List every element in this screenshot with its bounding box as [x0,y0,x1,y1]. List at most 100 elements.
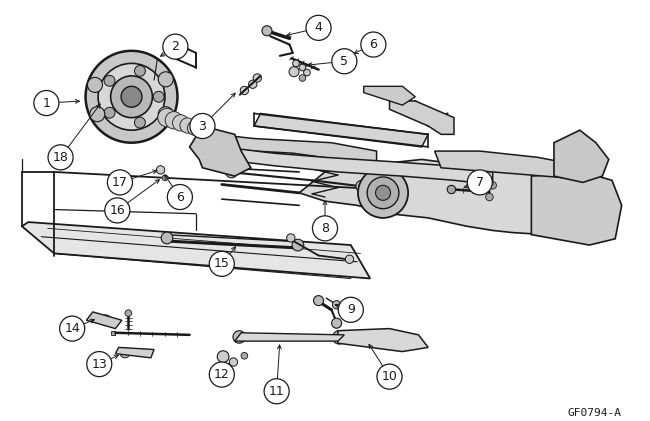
Text: 14: 14 [64,322,80,335]
Text: 3: 3 [198,120,207,133]
Circle shape [88,77,103,93]
Text: 1: 1 [42,96,50,109]
Circle shape [358,168,408,218]
Circle shape [111,76,152,117]
Circle shape [48,145,73,170]
Circle shape [100,315,111,326]
Circle shape [209,362,235,387]
Circle shape [161,232,173,244]
Circle shape [447,185,456,194]
Text: GF0794-A: GF0794-A [567,408,621,418]
Text: 11: 11 [268,385,285,398]
Circle shape [125,310,132,317]
Circle shape [180,118,195,133]
Text: 6: 6 [369,38,377,51]
Circle shape [377,364,402,389]
Circle shape [229,358,238,366]
Polygon shape [338,329,428,352]
Text: 2: 2 [172,40,179,53]
Text: 5: 5 [341,55,348,68]
Circle shape [60,316,84,341]
Circle shape [367,177,399,209]
Text: 13: 13 [92,357,107,370]
Text: 16: 16 [109,204,125,217]
Text: 18: 18 [53,151,68,164]
Text: 6: 6 [176,191,184,203]
Circle shape [292,60,299,67]
Circle shape [289,67,299,77]
Circle shape [167,184,192,210]
Polygon shape [215,134,376,164]
Circle shape [157,166,164,174]
Circle shape [105,198,130,223]
Circle shape [163,34,188,59]
Text: 12: 12 [214,368,229,381]
Circle shape [299,64,305,71]
Circle shape [158,72,174,87]
Circle shape [202,127,214,139]
Text: 8: 8 [321,222,329,235]
Polygon shape [111,330,116,335]
Text: 4: 4 [315,21,322,35]
Polygon shape [299,160,544,234]
Circle shape [313,296,324,306]
Circle shape [264,379,289,404]
Circle shape [158,107,174,122]
Circle shape [217,133,227,144]
Polygon shape [435,151,570,178]
Text: 15: 15 [214,257,229,270]
Circle shape [313,216,337,241]
Circle shape [172,115,189,131]
Circle shape [345,255,354,264]
Circle shape [153,91,164,102]
Circle shape [489,181,497,189]
Circle shape [240,86,248,95]
Polygon shape [222,147,493,184]
Circle shape [209,131,220,141]
Circle shape [376,185,391,200]
Circle shape [90,107,105,122]
Circle shape [361,32,386,57]
Circle shape [190,114,215,139]
Circle shape [262,26,272,36]
Circle shape [253,74,261,82]
Polygon shape [86,312,122,329]
Circle shape [332,301,341,309]
Text: 7: 7 [476,176,484,189]
Circle shape [248,80,257,88]
Circle shape [187,121,202,135]
Circle shape [287,234,295,242]
Circle shape [338,297,363,322]
Circle shape [332,318,342,328]
Polygon shape [254,114,428,147]
Circle shape [304,69,310,76]
Text: 9: 9 [347,303,355,316]
Polygon shape [554,130,609,182]
Circle shape [217,351,229,362]
Circle shape [209,251,235,277]
Circle shape [120,348,130,358]
Text: 17: 17 [112,176,128,189]
Circle shape [356,180,368,192]
Circle shape [165,112,183,129]
Circle shape [241,352,248,359]
Circle shape [86,51,177,143]
Circle shape [135,117,146,128]
Circle shape [121,86,142,107]
Circle shape [162,175,168,181]
Text: 10: 10 [382,370,397,383]
Circle shape [467,170,492,195]
Circle shape [195,124,208,137]
Circle shape [104,107,115,118]
Circle shape [333,330,346,344]
Polygon shape [532,172,621,245]
Circle shape [135,66,146,76]
Circle shape [332,49,357,74]
Polygon shape [190,126,251,176]
Circle shape [86,352,112,377]
Polygon shape [22,222,370,278]
Circle shape [34,91,59,116]
Polygon shape [364,86,415,105]
Circle shape [409,335,422,349]
Circle shape [350,307,359,315]
